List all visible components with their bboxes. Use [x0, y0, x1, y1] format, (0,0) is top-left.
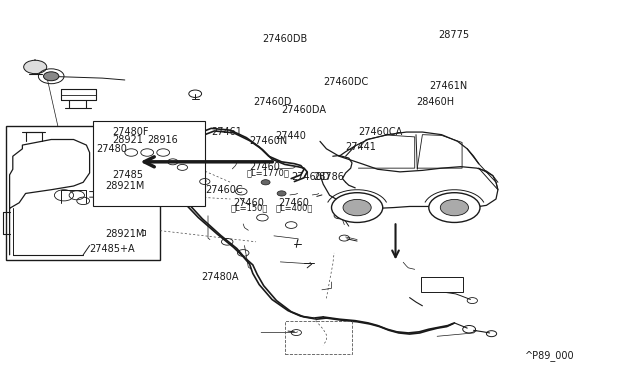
Text: 27485: 27485 — [112, 170, 143, 180]
Circle shape — [261, 180, 270, 185]
Text: 28460H: 28460H — [416, 97, 454, 107]
Bar — [6, 126, 160, 260]
Text: 27461N: 27461N — [429, 81, 467, 90]
Circle shape — [332, 193, 383, 222]
Text: 27460N: 27460N — [250, 137, 288, 146]
Text: 27480: 27480 — [96, 144, 127, 154]
Text: 〈L=1770〉: 〈L=1770〉 — [246, 169, 289, 177]
Text: 27460DB: 27460DB — [262, 34, 308, 44]
Circle shape — [440, 199, 468, 216]
Circle shape — [277, 191, 286, 196]
Circle shape — [24, 60, 47, 74]
Text: 28921: 28921 — [112, 135, 143, 144]
Text: 28921M: 28921M — [106, 181, 145, 191]
Text: 27460D: 27460D — [291, 172, 330, 182]
Text: 28786: 28786 — [314, 172, 344, 182]
Text: 27460CA: 27460CA — [358, 127, 403, 137]
Bar — [285, 321, 352, 354]
Text: 27460DA: 27460DA — [282, 105, 326, 115]
Text: 27460: 27460 — [234, 198, 264, 208]
Text: 28775: 28775 — [438, 31, 470, 40]
Text: 27480A: 27480A — [202, 272, 239, 282]
Text: 〈L=400〉: 〈L=400〉 — [275, 204, 312, 213]
Text: 28921M: 28921M — [106, 230, 145, 239]
Text: 27440: 27440 — [275, 131, 306, 141]
Text: 27460DC: 27460DC — [323, 77, 369, 87]
Circle shape — [429, 193, 480, 222]
Text: 27485+A: 27485+A — [90, 244, 135, 254]
Text: 27460D: 27460D — [253, 97, 291, 107]
Text: 27480F: 27480F — [112, 127, 148, 137]
Bar — [421, 277, 463, 292]
Text: ^P89_000: ^P89_000 — [525, 350, 575, 361]
Text: 27441: 27441 — [346, 142, 376, 152]
Text: 〈L=150〉: 〈L=150〉 — [230, 204, 268, 213]
Text: 27461: 27461 — [211, 127, 242, 137]
Text: 28916: 28916 — [147, 135, 178, 144]
Text: 27460C: 27460C — [205, 185, 243, 195]
Text: 27460: 27460 — [250, 163, 280, 172]
Circle shape — [343, 199, 371, 216]
Bar — [93, 121, 205, 206]
Text: 27460: 27460 — [278, 198, 309, 208]
Circle shape — [44, 72, 59, 81]
